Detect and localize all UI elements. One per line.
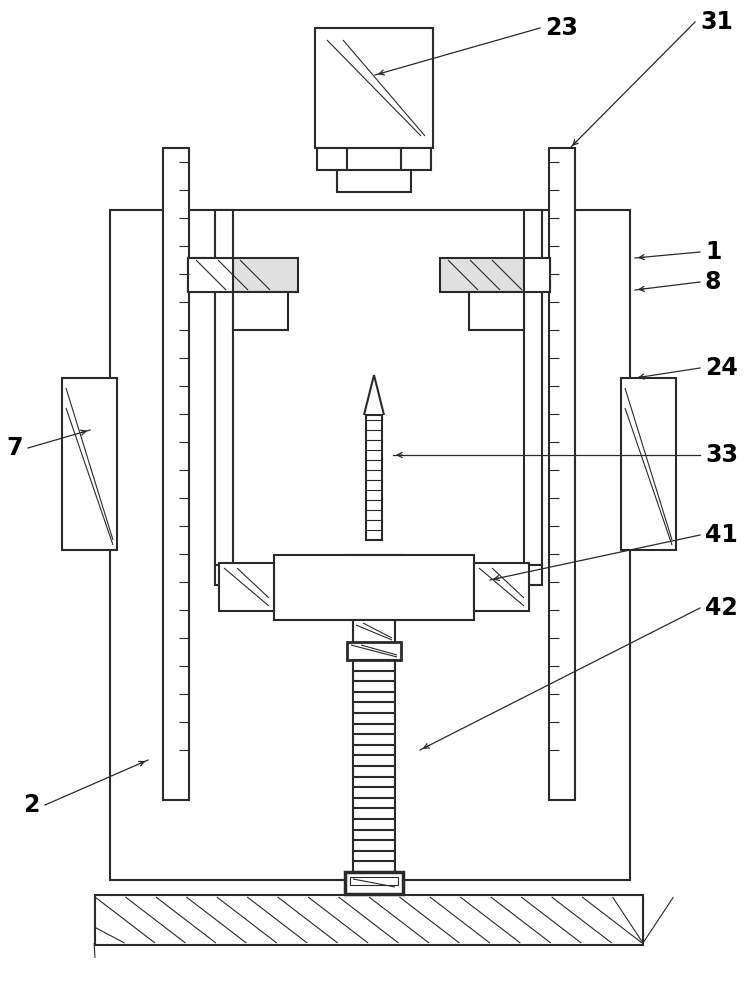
Text: 8: 8 xyxy=(705,270,722,294)
Bar xyxy=(163,148,189,800)
Text: 24: 24 xyxy=(705,356,738,380)
Bar xyxy=(621,378,676,550)
Bar xyxy=(317,148,347,170)
Bar xyxy=(524,210,542,565)
Bar xyxy=(110,210,630,880)
Bar xyxy=(219,563,274,611)
Bar xyxy=(95,895,643,945)
Text: 2: 2 xyxy=(24,793,40,817)
Bar xyxy=(345,872,403,894)
Bar xyxy=(469,292,524,330)
Text: 31: 31 xyxy=(700,10,733,34)
Text: 42: 42 xyxy=(705,596,738,620)
Bar xyxy=(366,415,382,540)
Bar xyxy=(353,620,395,645)
Text: 23: 23 xyxy=(545,16,578,40)
Text: 33: 33 xyxy=(705,443,738,467)
Bar xyxy=(62,378,117,550)
Text: 41: 41 xyxy=(705,523,738,547)
Bar xyxy=(315,28,433,148)
Bar xyxy=(401,148,431,170)
Bar xyxy=(188,258,233,292)
Text: 1: 1 xyxy=(705,240,721,264)
Bar xyxy=(233,292,288,330)
Bar xyxy=(350,877,398,885)
Bar xyxy=(337,170,411,192)
Bar xyxy=(215,565,542,585)
Bar xyxy=(274,555,474,620)
Bar xyxy=(188,258,298,292)
Bar xyxy=(440,258,550,292)
Bar xyxy=(215,210,233,565)
Bar xyxy=(347,642,401,660)
Bar xyxy=(474,563,529,611)
Bar xyxy=(549,148,575,800)
Bar xyxy=(347,555,402,585)
Bar xyxy=(524,258,550,292)
Text: 7: 7 xyxy=(7,436,23,460)
